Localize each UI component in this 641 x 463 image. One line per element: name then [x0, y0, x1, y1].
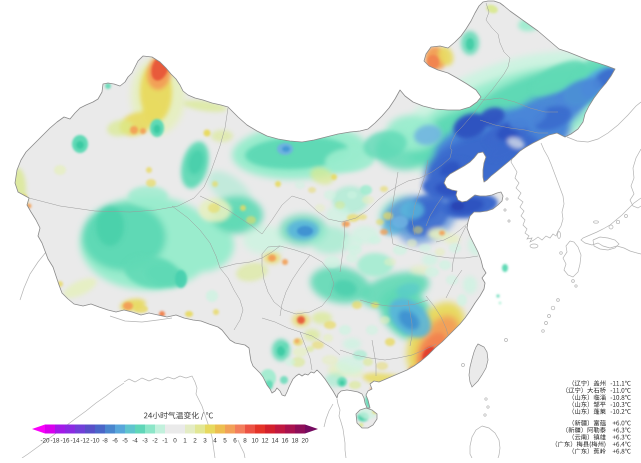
svg-text:0: 0: [173, 438, 177, 445]
svg-text:5: 5: [223, 438, 227, 445]
svg-text:12: 12: [261, 438, 269, 445]
svg-text:1: 1: [183, 438, 187, 445]
svg-text:-1: -1: [162, 438, 168, 445]
svg-text:-12: -12: [80, 438, 90, 445]
svg-text:8: 8: [243, 438, 247, 445]
svg-text:-10: -10: [90, 438, 100, 445]
svg-text:10: 10: [251, 438, 259, 445]
svg-text:-6: -6: [112, 438, 118, 445]
svg-text:2: 2: [193, 438, 197, 445]
svg-text:-14: -14: [70, 438, 80, 445]
svg-text:-2: -2: [152, 438, 158, 445]
svg-text:14: 14: [271, 438, 279, 445]
svg-text:-8: -8: [102, 438, 108, 445]
svg-text:3: 3: [203, 438, 207, 445]
svg-text:-18: -18: [50, 438, 60, 445]
svg-text:-3: -3: [142, 438, 148, 445]
svg-text:16: 16: [281, 438, 289, 445]
svg-text:-16: -16: [60, 438, 70, 445]
svg-text:-4: -4: [132, 438, 138, 445]
svg-text:18: 18: [291, 438, 299, 445]
svg-text:20: 20: [301, 438, 309, 445]
svg-text:4: 4: [213, 438, 217, 445]
svg-text:-20: -20: [40, 438, 50, 445]
svg-text:6: 6: [233, 438, 237, 445]
svg-text:-5: -5: [122, 438, 128, 445]
